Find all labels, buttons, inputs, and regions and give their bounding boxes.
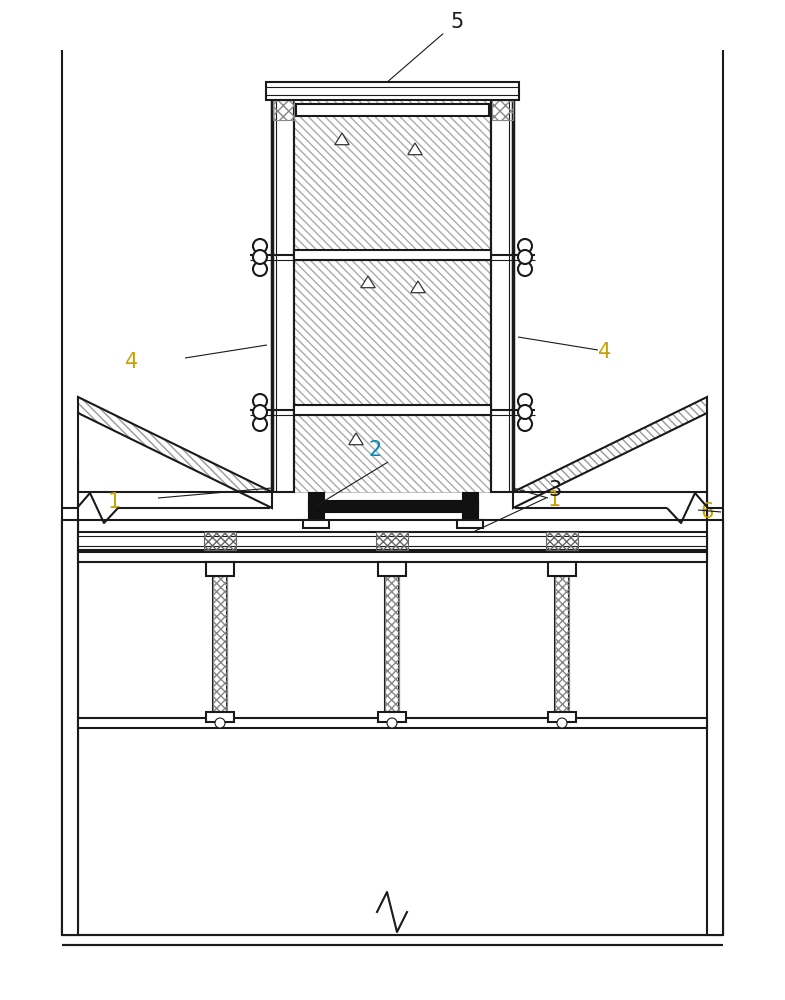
Circle shape (215, 718, 225, 728)
Bar (548, 712, 576, 722)
Bar (385, 576, 399, 712)
Circle shape (253, 239, 267, 253)
Bar (555, 576, 569, 712)
Bar (62, 0, 723, 935)
Circle shape (518, 417, 532, 431)
Bar (78, 492, 707, 520)
Bar (206, 712, 234, 722)
Circle shape (518, 250, 532, 264)
Bar (308, 500, 478, 512)
Bar (492, 100, 513, 120)
Bar (204, 532, 236, 550)
Circle shape (518, 394, 532, 408)
Bar (462, 492, 478, 520)
Circle shape (518, 262, 532, 276)
Circle shape (518, 405, 532, 419)
Bar (62, 520, 78, 935)
Text: 1: 1 (108, 492, 121, 512)
Bar (294, 405, 491, 415)
Bar (378, 562, 406, 576)
Bar (206, 562, 234, 576)
Bar (457, 520, 483, 528)
Bar (546, 532, 578, 550)
Polygon shape (334, 133, 349, 145)
Circle shape (387, 718, 397, 728)
Bar (272, 100, 294, 492)
Polygon shape (361, 276, 375, 288)
Bar (378, 712, 406, 722)
Polygon shape (78, 397, 272, 508)
Bar (303, 520, 329, 528)
Bar (308, 492, 324, 520)
Circle shape (557, 718, 567, 728)
Bar (548, 562, 576, 576)
Polygon shape (407, 143, 422, 155)
Bar (491, 100, 513, 492)
Bar (376, 532, 408, 550)
Circle shape (518, 239, 532, 253)
Bar (266, 82, 519, 100)
Bar (707, 520, 723, 935)
Text: 2: 2 (368, 440, 382, 460)
Bar (555, 576, 569, 712)
Bar (273, 100, 294, 120)
Bar (294, 250, 491, 260)
Circle shape (253, 394, 267, 408)
Text: 5: 5 (450, 12, 463, 32)
Text: 3: 3 (548, 480, 561, 500)
Bar (213, 576, 227, 712)
Text: 1: 1 (548, 490, 561, 510)
Bar (78, 552, 707, 562)
Circle shape (253, 250, 267, 264)
Circle shape (253, 262, 267, 276)
Circle shape (253, 405, 267, 419)
Bar (385, 576, 399, 712)
Polygon shape (411, 281, 425, 293)
Text: 4: 4 (125, 352, 138, 372)
Bar (213, 576, 227, 712)
Bar (294, 100, 491, 492)
Circle shape (253, 417, 267, 431)
Polygon shape (349, 433, 363, 445)
Bar (78, 532, 707, 550)
Bar (78, 718, 707, 728)
Text: 6: 6 (700, 502, 714, 522)
Polygon shape (513, 397, 707, 508)
Bar (296, 104, 489, 116)
Text: 4: 4 (598, 342, 612, 362)
